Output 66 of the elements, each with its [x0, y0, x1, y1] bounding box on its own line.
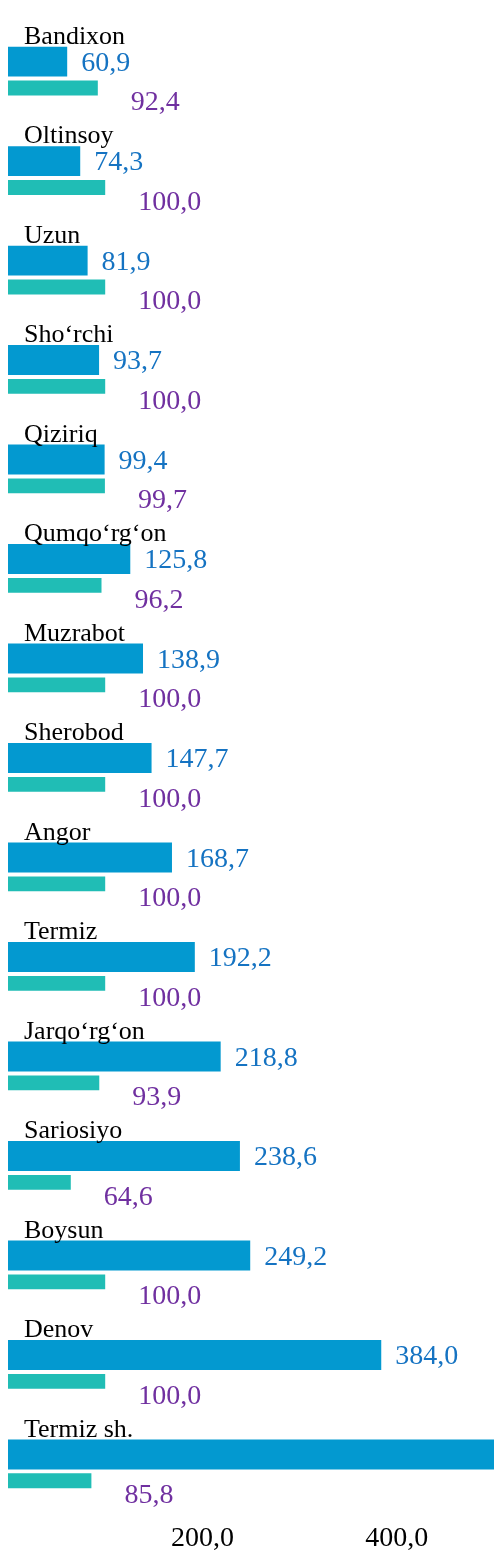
y-tick-label: Termiz [24, 916, 98, 946]
y-tick-label: Termiz sh. [24, 1413, 134, 1443]
bar [8, 46, 68, 77]
y-tick-label: Sariosiyo [24, 1115, 123, 1145]
data-label: 93,7 [113, 344, 163, 376]
bar [8, 1473, 92, 1489]
data-label: 218,8 [234, 1040, 298, 1072]
bar [8, 378, 106, 394]
bar [8, 975, 106, 991]
bar [8, 544, 131, 574]
bar [8, 942, 195, 972]
data-label: 168,7 [185, 841, 249, 873]
data-label: 100,0 [138, 383, 202, 415]
data-label: 192,2 [208, 941, 272, 973]
data-label: 99,7 [137, 483, 187, 515]
bar [8, 1075, 100, 1091]
data-label: 100,0 [138, 284, 202, 316]
data-label: 81,9 [101, 244, 151, 276]
y-tick-label: Denov [24, 1314, 94, 1344]
data-label: 100,0 [138, 781, 202, 813]
data-label: 100,0 [138, 881, 202, 913]
data-label: 100,0 [138, 980, 202, 1012]
bar [8, 876, 106, 892]
data-label: 100,0 [138, 1378, 202, 1410]
data-label: 384,0 [395, 1339, 459, 1371]
bar [8, 577, 102, 593]
data-label: 92,4 [130, 85, 180, 117]
data-label: 238,6 [253, 1140, 317, 1172]
y-tick-label: Jarqo‘rg‘on [24, 1015, 145, 1045]
y-tick-label: Muzrabot [24, 617, 126, 647]
bar [8, 743, 152, 773]
data-label: 64,6 [103, 1179, 153, 1211]
bar [8, 1274, 106, 1290]
bar [8, 643, 144, 674]
bar [8, 1340, 382, 1370]
data-label: 100,0 [138, 682, 202, 714]
bar [8, 1141, 240, 1171]
bar [8, 80, 98, 96]
bar [8, 1439, 494, 1470]
bar [8, 776, 106, 792]
bar [8, 146, 81, 176]
data-label: 147,7 [165, 742, 229, 774]
data-label: 100,0 [138, 1279, 202, 1311]
bar [8, 245, 88, 276]
data-label: 93,9 [132, 1080, 182, 1112]
y-tick-label: Sherobod [24, 717, 124, 747]
bar [8, 1373, 106, 1389]
y-tick-label: Uzun [24, 219, 81, 249]
bar [8, 677, 106, 693]
data-label: 85,8 [124, 1478, 174, 1510]
y-tick-label: Angor [24, 816, 91, 846]
x-tick-label: 400,0 [365, 1520, 429, 1552]
bar [8, 179, 106, 195]
y-tick-label: Boysun [24, 1214, 104, 1244]
data-label: 100,0 [138, 184, 202, 216]
bar [8, 1174, 71, 1190]
data-label: 249,2 [264, 1239, 328, 1271]
bar [8, 478, 105, 494]
y-tick-label: Qiziriq [24, 418, 98, 448]
bar [8, 279, 106, 295]
data-label: 99,4 [118, 443, 168, 475]
x-tick-label: 200,0 [170, 1520, 234, 1552]
y-tick-label: Sho‘rchi [24, 319, 114, 349]
data-label: 138,9 [157, 642, 221, 674]
data-label: 96,2 [134, 582, 184, 614]
bar [8, 345, 100, 375]
